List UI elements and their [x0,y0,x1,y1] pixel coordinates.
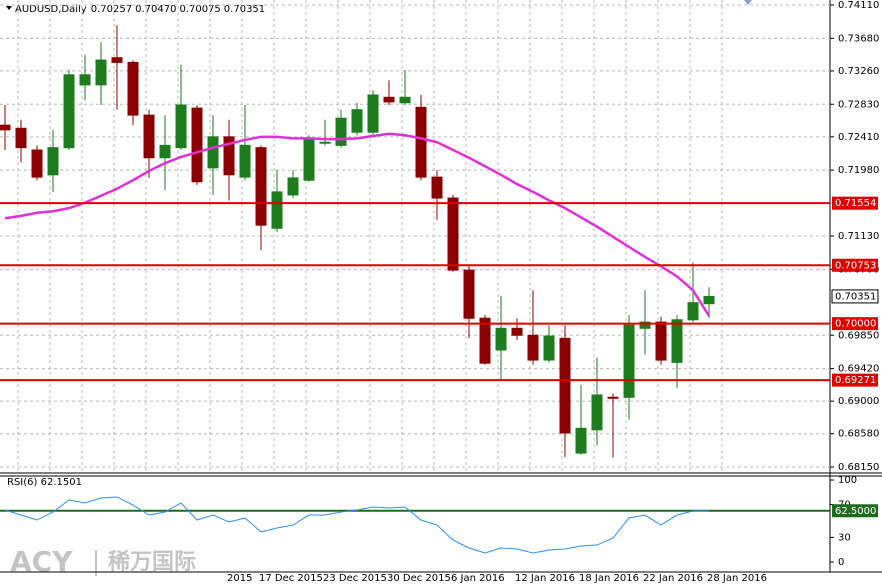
price-label: 0.70351 [835,291,876,302]
x-tick-label: 18 Jan 2016 [579,573,639,584]
level-label: 0.70000 [835,319,876,330]
candle-body [63,74,75,149]
candle-body [271,191,283,229]
x-tick-label: 23 Dec 2015 [323,573,387,584]
candle-body [255,147,267,226]
candle-body [111,57,123,63]
chart-header: AUDUSD,Daily 0.70257 0.70470 0.70075 0.70351 [15,4,265,15]
y-tick-label: 100 [838,475,857,486]
candle-body [191,107,203,183]
watermark-brand: ACY [10,545,73,578]
candle-body [383,96,395,103]
candle-body [687,302,699,321]
candle-body [607,396,619,399]
candle-body [559,337,571,434]
y-tick-label: 0.69850 [838,330,879,341]
candle-body [431,176,443,199]
candle-body [351,109,363,133]
candle-body [543,335,555,361]
candle-body [463,269,475,319]
collapse-arrow [6,6,12,10]
shift-marker [744,0,752,5]
level-label: 0.69271 [835,375,876,386]
level-label-box [832,258,878,272]
y-tick-label: 0.69420 [838,364,879,375]
y-tick-label: 0 [838,557,844,568]
candle-body [367,94,379,133]
candle-body [655,321,667,361]
candle-body [223,136,235,176]
candle-body [479,317,491,364]
y-tick-label: 0.74110 [838,0,879,11]
level-label: 62.5000 [835,506,876,517]
candle-body [575,427,587,454]
price-label-box [831,289,879,304]
rsi-line [4,496,710,554]
rsi-title: RSI(6) 62.1501 [7,477,82,488]
candle-body [495,327,507,351]
x-tick-label: 28 Jan 2016 [707,573,767,584]
moving-average [4,132,711,317]
y-tick-label: 0.68150 [838,462,879,473]
candle-body [303,139,315,181]
symbol: AUDUSD,Daily [15,4,87,15]
header-close: 0.70351 [224,4,265,15]
x-tick-label: 6 Jan 2016 [451,573,505,584]
candle-body [639,321,651,329]
candle-body [31,149,43,178]
y-tick-label: 0.68580 [838,429,879,440]
y-tick-label: 0.69000 [838,396,879,407]
level-label-box [832,373,878,387]
level-label-box [832,504,878,518]
candle-body [159,144,171,159]
y-tick-label: 30 [838,532,851,543]
candle-body [207,136,219,169]
candle-body [511,327,523,336]
candle-body [95,59,107,86]
level-label-box [832,317,878,331]
x-tick-label: 22 Jan 2016 [643,573,703,584]
header-high: 0.70470 [135,4,176,15]
x-tick-label: 2015 [227,573,252,584]
y-tick-label: 0.71130 [838,231,879,242]
header-open: 0.70257 [91,4,132,15]
candle-body [143,114,155,159]
candle-body [527,334,539,361]
y-tick-label: 0.73260 [838,66,879,77]
watermark-name: 稀万国际 [108,549,196,575]
level-label: 0.71554 [835,198,876,209]
candle-body [447,197,459,271]
x-tick-label: 17 Dec 2015 [259,573,323,584]
candle-body [623,324,635,398]
y-tick-label: 0.71980 [838,165,879,176]
candle-body [399,96,411,104]
candle-body [15,127,27,149]
candle-body [127,61,139,116]
candle-body [47,147,59,176]
candle-body [703,295,715,305]
y-tick-label: 0.73680 [838,33,879,44]
candle-body [239,144,251,178]
level-label-box [832,196,878,210]
candle-body [287,177,299,196]
candle-body [415,106,427,178]
y-tick-label: 0.72830 [838,99,879,110]
y-tick-label: 0.72410 [838,132,879,143]
candle-body [175,104,187,149]
x-tick-label: 30 Dec 2015 [387,573,451,584]
candle-body [591,394,603,431]
header-low: 0.70075 [179,4,220,15]
candle-body [319,141,331,144]
level-label: 0.70753 [835,260,876,271]
candle-body [671,319,683,363]
x-tick-label: 12 Jan 2016 [515,573,575,584]
candle-body [0,124,11,131]
candle-body [79,74,91,86]
candle-body [335,117,347,146]
